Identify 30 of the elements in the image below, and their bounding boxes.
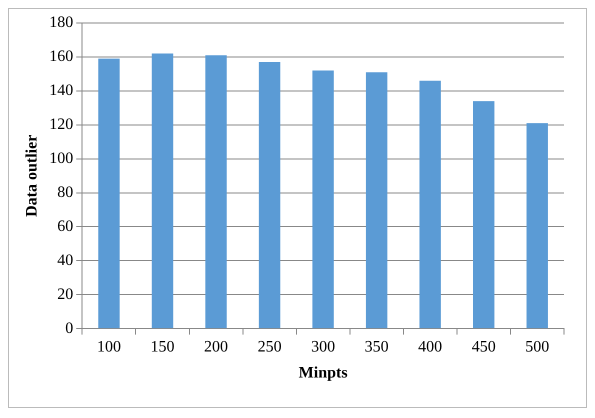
bar xyxy=(205,55,227,328)
bar xyxy=(526,123,548,328)
x-tick-label: 400 xyxy=(418,338,442,356)
bar xyxy=(258,62,280,328)
y-tick-label: 80 xyxy=(57,184,74,201)
x-tick-label: 100 xyxy=(96,338,121,356)
y-tick-label: 140 xyxy=(49,82,74,100)
bar xyxy=(312,70,334,328)
y-tick-label: 20 xyxy=(57,286,74,303)
x-tick-label: 350 xyxy=(364,338,389,356)
y-axis-title: Data outlier xyxy=(24,134,41,217)
bar xyxy=(152,54,174,328)
bar xyxy=(366,72,388,328)
x-axis-title: Minpts xyxy=(298,364,348,382)
x-tick-label: 500 xyxy=(525,338,550,356)
y-tick-label: 180 xyxy=(49,14,74,32)
y-tick-label: 120 xyxy=(49,116,74,134)
y-tick-label: 40 xyxy=(57,252,74,269)
bar xyxy=(98,58,120,328)
bar xyxy=(472,101,494,328)
x-tick-label: 300 xyxy=(311,338,336,356)
x-tick-label: 250 xyxy=(258,338,282,356)
x-tick-label: 150 xyxy=(150,338,174,356)
y-tick-label: 100 xyxy=(49,150,74,168)
y-tick-label: 60 xyxy=(57,218,74,235)
y-tick-label: 160 xyxy=(49,48,74,66)
x-tick-label: 200 xyxy=(204,338,228,356)
bar xyxy=(419,80,441,328)
y-tick-label: 0 xyxy=(65,320,74,337)
x-tick-label: 450 xyxy=(472,338,496,356)
